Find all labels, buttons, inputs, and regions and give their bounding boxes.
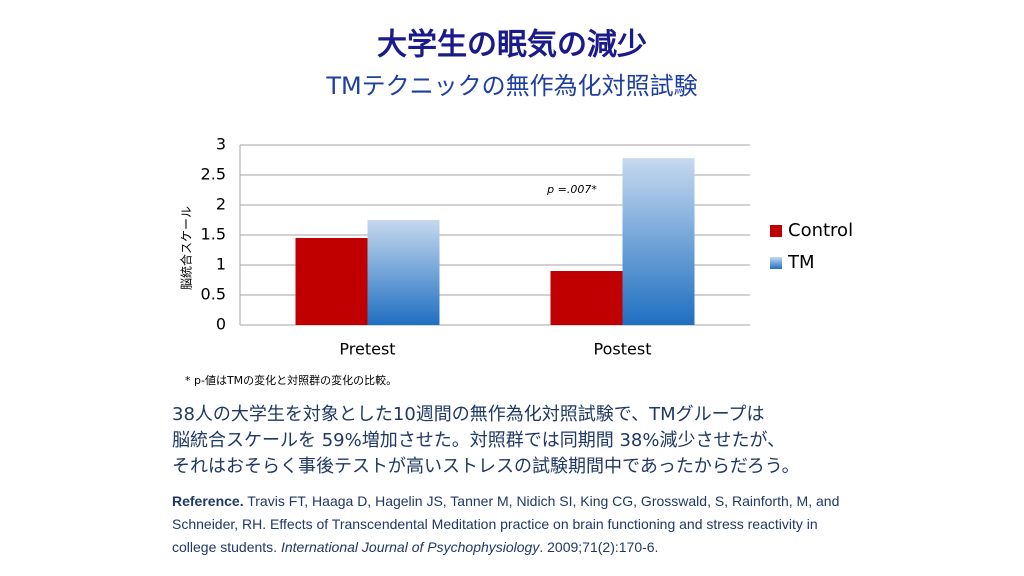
bar bbox=[622, 158, 695, 325]
body-line: 脳統合スケールを 59%増加させた。対照群では同期間 38%減少させたが、 bbox=[172, 430, 786, 451]
body-text: 38人の大学生を対象とした10週間の無作為化対照試験で、TMグループは 脳統合ス… bbox=[172, 402, 800, 480]
y-tick-label: 2.5 bbox=[201, 165, 226, 184]
reference: Reference. Travis FT, Haaga D, Hagelin J… bbox=[172, 490, 862, 559]
y-axis-label: 脳統合スケール bbox=[179, 206, 194, 290]
reference-journal: International Journal of Psychophysiolog… bbox=[280, 539, 540, 555]
legend-label: TM bbox=[787, 252, 815, 273]
x-tick-label: Pretest bbox=[339, 340, 395, 359]
y-tick-label: 0.5 bbox=[201, 285, 226, 304]
footnote: * p-値はTMの変化と対照群の変化の比較。 bbox=[185, 373, 397, 387]
y-tick-label: 1.5 bbox=[201, 225, 226, 244]
reference-label: Reference. bbox=[172, 493, 244, 509]
annotation: p =.007* bbox=[546, 183, 597, 196]
body-line: 38人の大学生を対象とした10週間の無作為化対照試験で、TMグループは bbox=[172, 404, 765, 425]
x-tick-label: Postest bbox=[594, 340, 652, 359]
subtitle: TMテクニックの無作為化対照試験 bbox=[325, 72, 697, 100]
legend-swatch bbox=[770, 257, 782, 269]
reference-text: Travis FT, Haaga D, Hagelin JS, Tanner M… bbox=[172, 493, 840, 555]
title: 大学生の眠気の減少 bbox=[377, 28, 647, 63]
bar bbox=[550, 271, 623, 325]
y-tick-label: 1 bbox=[216, 255, 226, 274]
chart: 大学生の眠気の減少 TMテクニックの無作為化対照試験 脳統合スケール p =.0… bbox=[179, 28, 854, 388]
legend-swatch bbox=[770, 225, 782, 237]
bar bbox=[367, 220, 440, 325]
y-tick-label: 0 bbox=[216, 315, 226, 334]
y-tick-label: 3 bbox=[216, 135, 226, 154]
legend-label: Control bbox=[788, 220, 853, 241]
bar bbox=[295, 238, 368, 325]
body-line: それはおそらく事後テストが高いストレスの試験期間中であったからだろう。 bbox=[172, 456, 800, 477]
y-tick-label: 2 bbox=[216, 195, 226, 214]
reference-citation: . 2009;71(2):170-6. bbox=[539, 539, 659, 555]
